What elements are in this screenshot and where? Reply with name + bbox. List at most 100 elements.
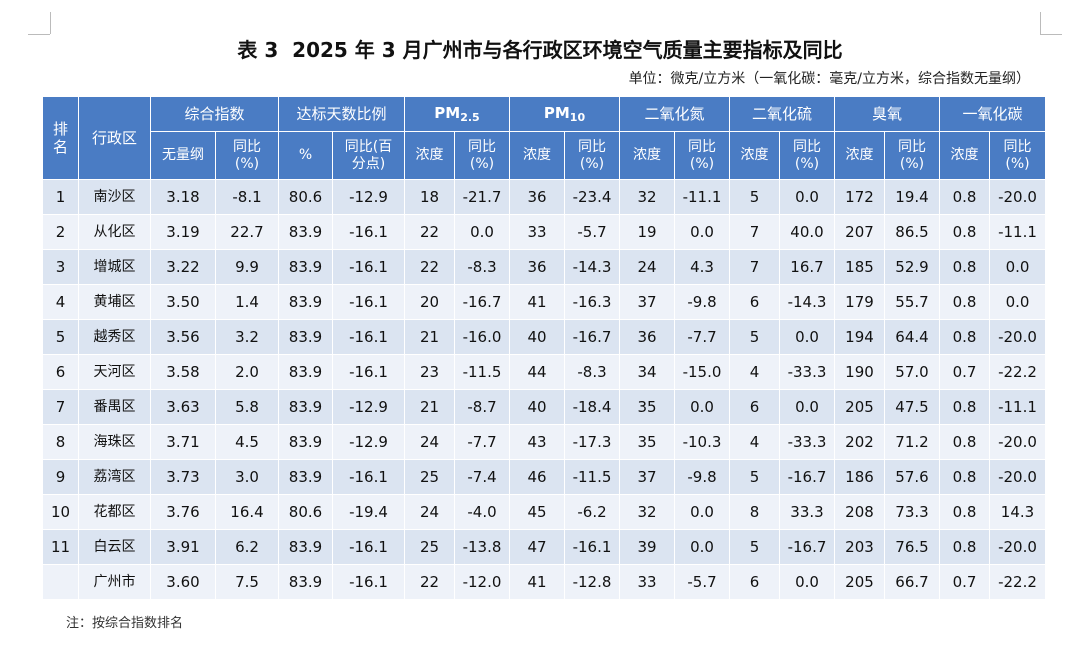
value-cell: 83.9 [279, 565, 333, 600]
rank-header: 排名 [43, 97, 79, 180]
column-text: (%) [794, 155, 820, 172]
value-text: 36 [527, 258, 547, 276]
value-text: 33 [637, 573, 657, 591]
value-cell: 0.8 [940, 530, 990, 565]
rank-text: 9 [55, 468, 66, 486]
value-cell: -4.0 [455, 495, 510, 530]
value-text: 52.9 [895, 258, 929, 276]
column-header: 同比 (%) [455, 132, 510, 180]
value-cell: 41 [510, 565, 565, 600]
value-text: 4 [749, 363, 760, 381]
value-text: -17.3 [572, 433, 612, 451]
value-text: 5 [749, 328, 760, 346]
note: 注：按综合指数排名 [66, 616, 184, 631]
value-text: -9.8 [687, 293, 717, 311]
value-cell: 47.5 [885, 390, 940, 425]
header-text: 排名 [53, 120, 69, 156]
value-cell: 40.0 [780, 215, 835, 250]
district-text: 南沙区 [93, 188, 136, 205]
value-text: 0.8 [952, 293, 977, 311]
group-text: PM [434, 103, 461, 122]
value-cell: -17.3 [565, 425, 620, 460]
value-cell: 0.7 [940, 355, 990, 390]
value-text: -11.5 [462, 363, 502, 381]
value-cell: 7.5 [216, 565, 279, 600]
column-header: 同比(百 分点) [333, 132, 405, 180]
value-text: 36 [637, 328, 657, 346]
value-cell: 80.6 [279, 495, 333, 530]
column-header: 同比 (%) [565, 132, 620, 180]
value-cell: 0.8 [940, 390, 990, 425]
value-cell: -8.3 [565, 355, 620, 390]
value-text: 3.18 [166, 188, 200, 206]
rank-text: 2 [55, 223, 66, 241]
value-text: -12.0 [462, 573, 502, 591]
group-header: 综合指数 [151, 97, 279, 132]
value-text: 8 [749, 503, 760, 521]
value-cell: -20.0 [990, 180, 1046, 215]
value-text: 76.5 [895, 538, 929, 556]
value-text: 22 [419, 258, 440, 276]
district-text: 越秀区 [93, 328, 136, 345]
value-text: 21 [419, 398, 440, 416]
value-text: 0.7 [952, 573, 977, 591]
value-cell: 0.8 [940, 215, 990, 250]
column-text: 浓度 [633, 147, 661, 164]
column-header: 同比 (%) [675, 132, 730, 180]
value-cell: -13.8 [455, 530, 510, 565]
value-cell: -11.5 [565, 460, 620, 495]
value-text: -12.9 [349, 188, 388, 206]
value-cell: 0.8 [940, 495, 990, 530]
value-cell: 208 [835, 495, 885, 530]
unit: 单位：微克/立方米（一氧化碳：毫克/立方米，综合指数无量纲） [628, 71, 1030, 87]
value-text: 83.9 [288, 538, 323, 556]
value-cell: 0.0 [675, 390, 730, 425]
column-header: 浓度 [940, 132, 990, 180]
value-text: 1.4 [235, 293, 259, 311]
value-text: 83.9 [288, 573, 323, 591]
rank-cell [43, 565, 79, 600]
title: 表 3 2025 年 3 月广州市与各行政区环境空气质量主要指标及同比 [237, 38, 843, 62]
value-text: 185 [845, 258, 874, 276]
column-text: 浓度 [950, 147, 979, 164]
value-cell: -23.4 [565, 180, 620, 215]
value-cell: 37 [620, 460, 675, 495]
value-cell: 24 [405, 425, 455, 460]
value-text: 0.0 [795, 188, 819, 206]
column-text: 同比 [793, 138, 821, 155]
value-text: 7 [749, 223, 760, 241]
group-sub: 2.5 [460, 110, 480, 124]
group-text: 综合指数 [184, 105, 245, 123]
value-text: 6 [749, 573, 760, 591]
district-text: 增城区 [93, 258, 136, 275]
value-text: -11.1 [682, 188, 722, 206]
column-text: (%) [579, 155, 605, 172]
value-cell: -7.7 [675, 320, 730, 355]
group-text: PM [543, 103, 570, 122]
value-text: 5 [749, 468, 760, 486]
value-text: -7.4 [467, 468, 497, 486]
value-cell: 33 [620, 565, 675, 600]
rank-cell: 6 [43, 355, 79, 390]
value-text: 57.6 [895, 468, 929, 486]
value-text: 179 [845, 293, 874, 311]
value-cell: 5 [730, 180, 780, 215]
value-cell: 45 [510, 495, 565, 530]
column-text: 浓度 [523, 147, 551, 164]
value-cell: 83.9 [279, 355, 333, 390]
value-text: 33.3 [790, 503, 824, 521]
value-cell: 46 [510, 460, 565, 495]
rank-text: 3 [55, 258, 66, 276]
value-text: -16.1 [349, 328, 388, 346]
group-label: 综合指数 [184, 105, 244, 123]
value-cell: -18.4 [565, 390, 620, 425]
value-text: -5.7 [687, 573, 717, 591]
value-text: 6 [749, 398, 760, 416]
value-cell: 0.8 [940, 460, 990, 495]
value-cell: 36 [510, 250, 565, 285]
value-text: -7.7 [687, 328, 717, 346]
value-cell: 55.7 [885, 285, 940, 320]
value-text: 37 [637, 468, 657, 486]
value-text: 36 [527, 188, 547, 206]
value-cell: 76.5 [885, 530, 940, 565]
